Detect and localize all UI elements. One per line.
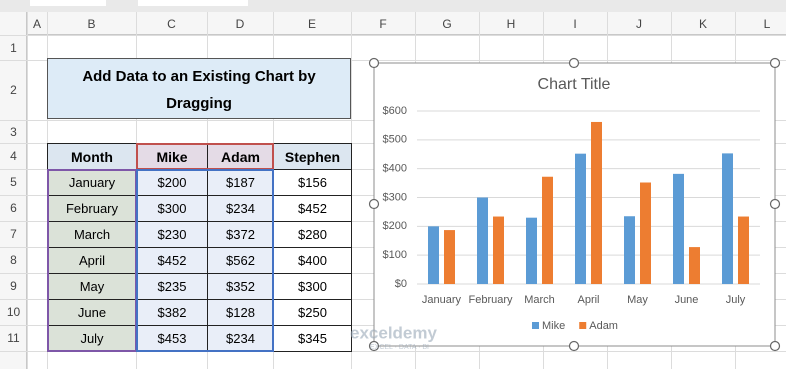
- table-cell: $234: [207, 325, 274, 352]
- row-header: 6: [10, 201, 17, 215]
- table-cell: $230: [136, 221, 208, 248]
- tab: [138, 0, 248, 6]
- bar: [428, 226, 439, 284]
- bar: [673, 173, 684, 284]
- gridline: [27, 12, 28, 369]
- y-tick-label: $300: [383, 191, 407, 203]
- bar: [689, 247, 700, 284]
- column-header: C: [167, 16, 176, 31]
- column-header: L: [763, 16, 771, 31]
- legend-label: Adam: [589, 320, 618, 332]
- table-cell: $156: [273, 169, 352, 196]
- x-tick-label: June: [675, 294, 699, 306]
- table-header: Stephen: [273, 143, 352, 170]
- row-header: 3: [10, 124, 17, 139]
- resize-handle[interactable]: [568, 340, 580, 352]
- resize-handle[interactable]: [368, 57, 380, 69]
- column-header: K: [698, 16, 707, 31]
- y-tick-label: $0: [395, 278, 407, 290]
- gridline: [0, 60, 786, 61]
- column-header: H: [506, 16, 516, 31]
- watermark-tagline: EXCEL · DATA · BI: [370, 344, 429, 351]
- table-cell: $345: [273, 325, 352, 352]
- gridline: [0, 35, 786, 36]
- column-header: A: [32, 16, 41, 31]
- bar: [624, 216, 635, 284]
- bar: [477, 197, 488, 284]
- row-header: 10: [6, 305, 21, 319]
- bar: [640, 182, 651, 284]
- resize-handle[interactable]: [769, 57, 781, 69]
- legend-swatch: [579, 322, 587, 329]
- x-tick-label: January: [422, 294, 462, 306]
- column-header: I: [573, 16, 577, 31]
- legend-swatch: [532, 322, 539, 329]
- table-cell: $372: [207, 221, 274, 248]
- bar: [738, 216, 749, 284]
- column-header: G: [442, 16, 452, 31]
- table-cell: $452: [273, 195, 352, 222]
- row-header: 1: [10, 40, 17, 55]
- tab: [30, 0, 106, 6]
- column-header: B: [87, 16, 96, 31]
- resize-handle[interactable]: [769, 340, 781, 352]
- table-cell: June: [47, 299, 137, 326]
- x-tick-label: March: [524, 294, 555, 306]
- row-header: 9: [10, 279, 17, 293]
- chart-title: Chart Title: [538, 76, 611, 93]
- resize-handle[interactable]: [568, 57, 580, 69]
- resize-handle[interactable]: [368, 198, 380, 210]
- bar: [591, 121, 602, 284]
- row-header: 4: [10, 149, 17, 163]
- row-header: 5: [10, 175, 17, 189]
- column-header: E: [307, 16, 316, 31]
- column-header: D: [235, 16, 245, 31]
- y-tick-label: $600: [383, 105, 407, 117]
- gridline: [0, 351, 786, 352]
- bar: [722, 153, 733, 284]
- y-tick-label: $100: [383, 249, 407, 261]
- x-tick-label: May: [627, 294, 648, 306]
- row-header: 2: [10, 83, 17, 97]
- table-cell: $280: [273, 221, 352, 248]
- table-header: Month: [47, 143, 137, 170]
- table-cell: $128: [207, 299, 274, 326]
- table-cell: $452: [136, 247, 208, 274]
- resize-handle[interactable]: [769, 198, 781, 210]
- resize-handle[interactable]: [368, 340, 380, 352]
- legend-label: Mike: [542, 320, 565, 332]
- table-cell: $187: [207, 169, 274, 196]
- row-header: 7: [10, 227, 17, 241]
- watermark-brand: exceldemy: [350, 323, 437, 342]
- table-header: Mike: [136, 143, 208, 170]
- y-tick-label: $200: [383, 220, 407, 232]
- table-cell: $453: [136, 325, 208, 352]
- bar: [526, 217, 537, 284]
- y-tick-label: $500: [383, 134, 407, 146]
- column-header: F: [379, 16, 387, 31]
- table-cell: February: [47, 195, 137, 222]
- bar: [493, 216, 504, 284]
- chart-area: [373, 62, 776, 347]
- bar: [575, 153, 586, 284]
- selection-range: [136, 169, 274, 352]
- x-tick-label: July: [726, 294, 746, 306]
- y-tick-label: $400: [383, 163, 407, 175]
- table-cell: $562: [207, 247, 274, 274]
- x-tick-label: April: [577, 294, 599, 306]
- table-cell: $200: [136, 169, 208, 196]
- row-header: 8: [10, 253, 17, 267]
- table-cell: January: [47, 169, 137, 196]
- row-header: 11: [7, 331, 20, 345]
- bar: [542, 176, 553, 284]
- title-cell: Add Data to an Existing Chart by Draggin…: [47, 58, 351, 119]
- bar: [444, 230, 455, 284]
- row-header-band: [0, 12, 27, 369]
- column-header-band: [0, 12, 786, 35]
- x-tick-label: February: [468, 294, 513, 306]
- column-header: J: [636, 16, 642, 31]
